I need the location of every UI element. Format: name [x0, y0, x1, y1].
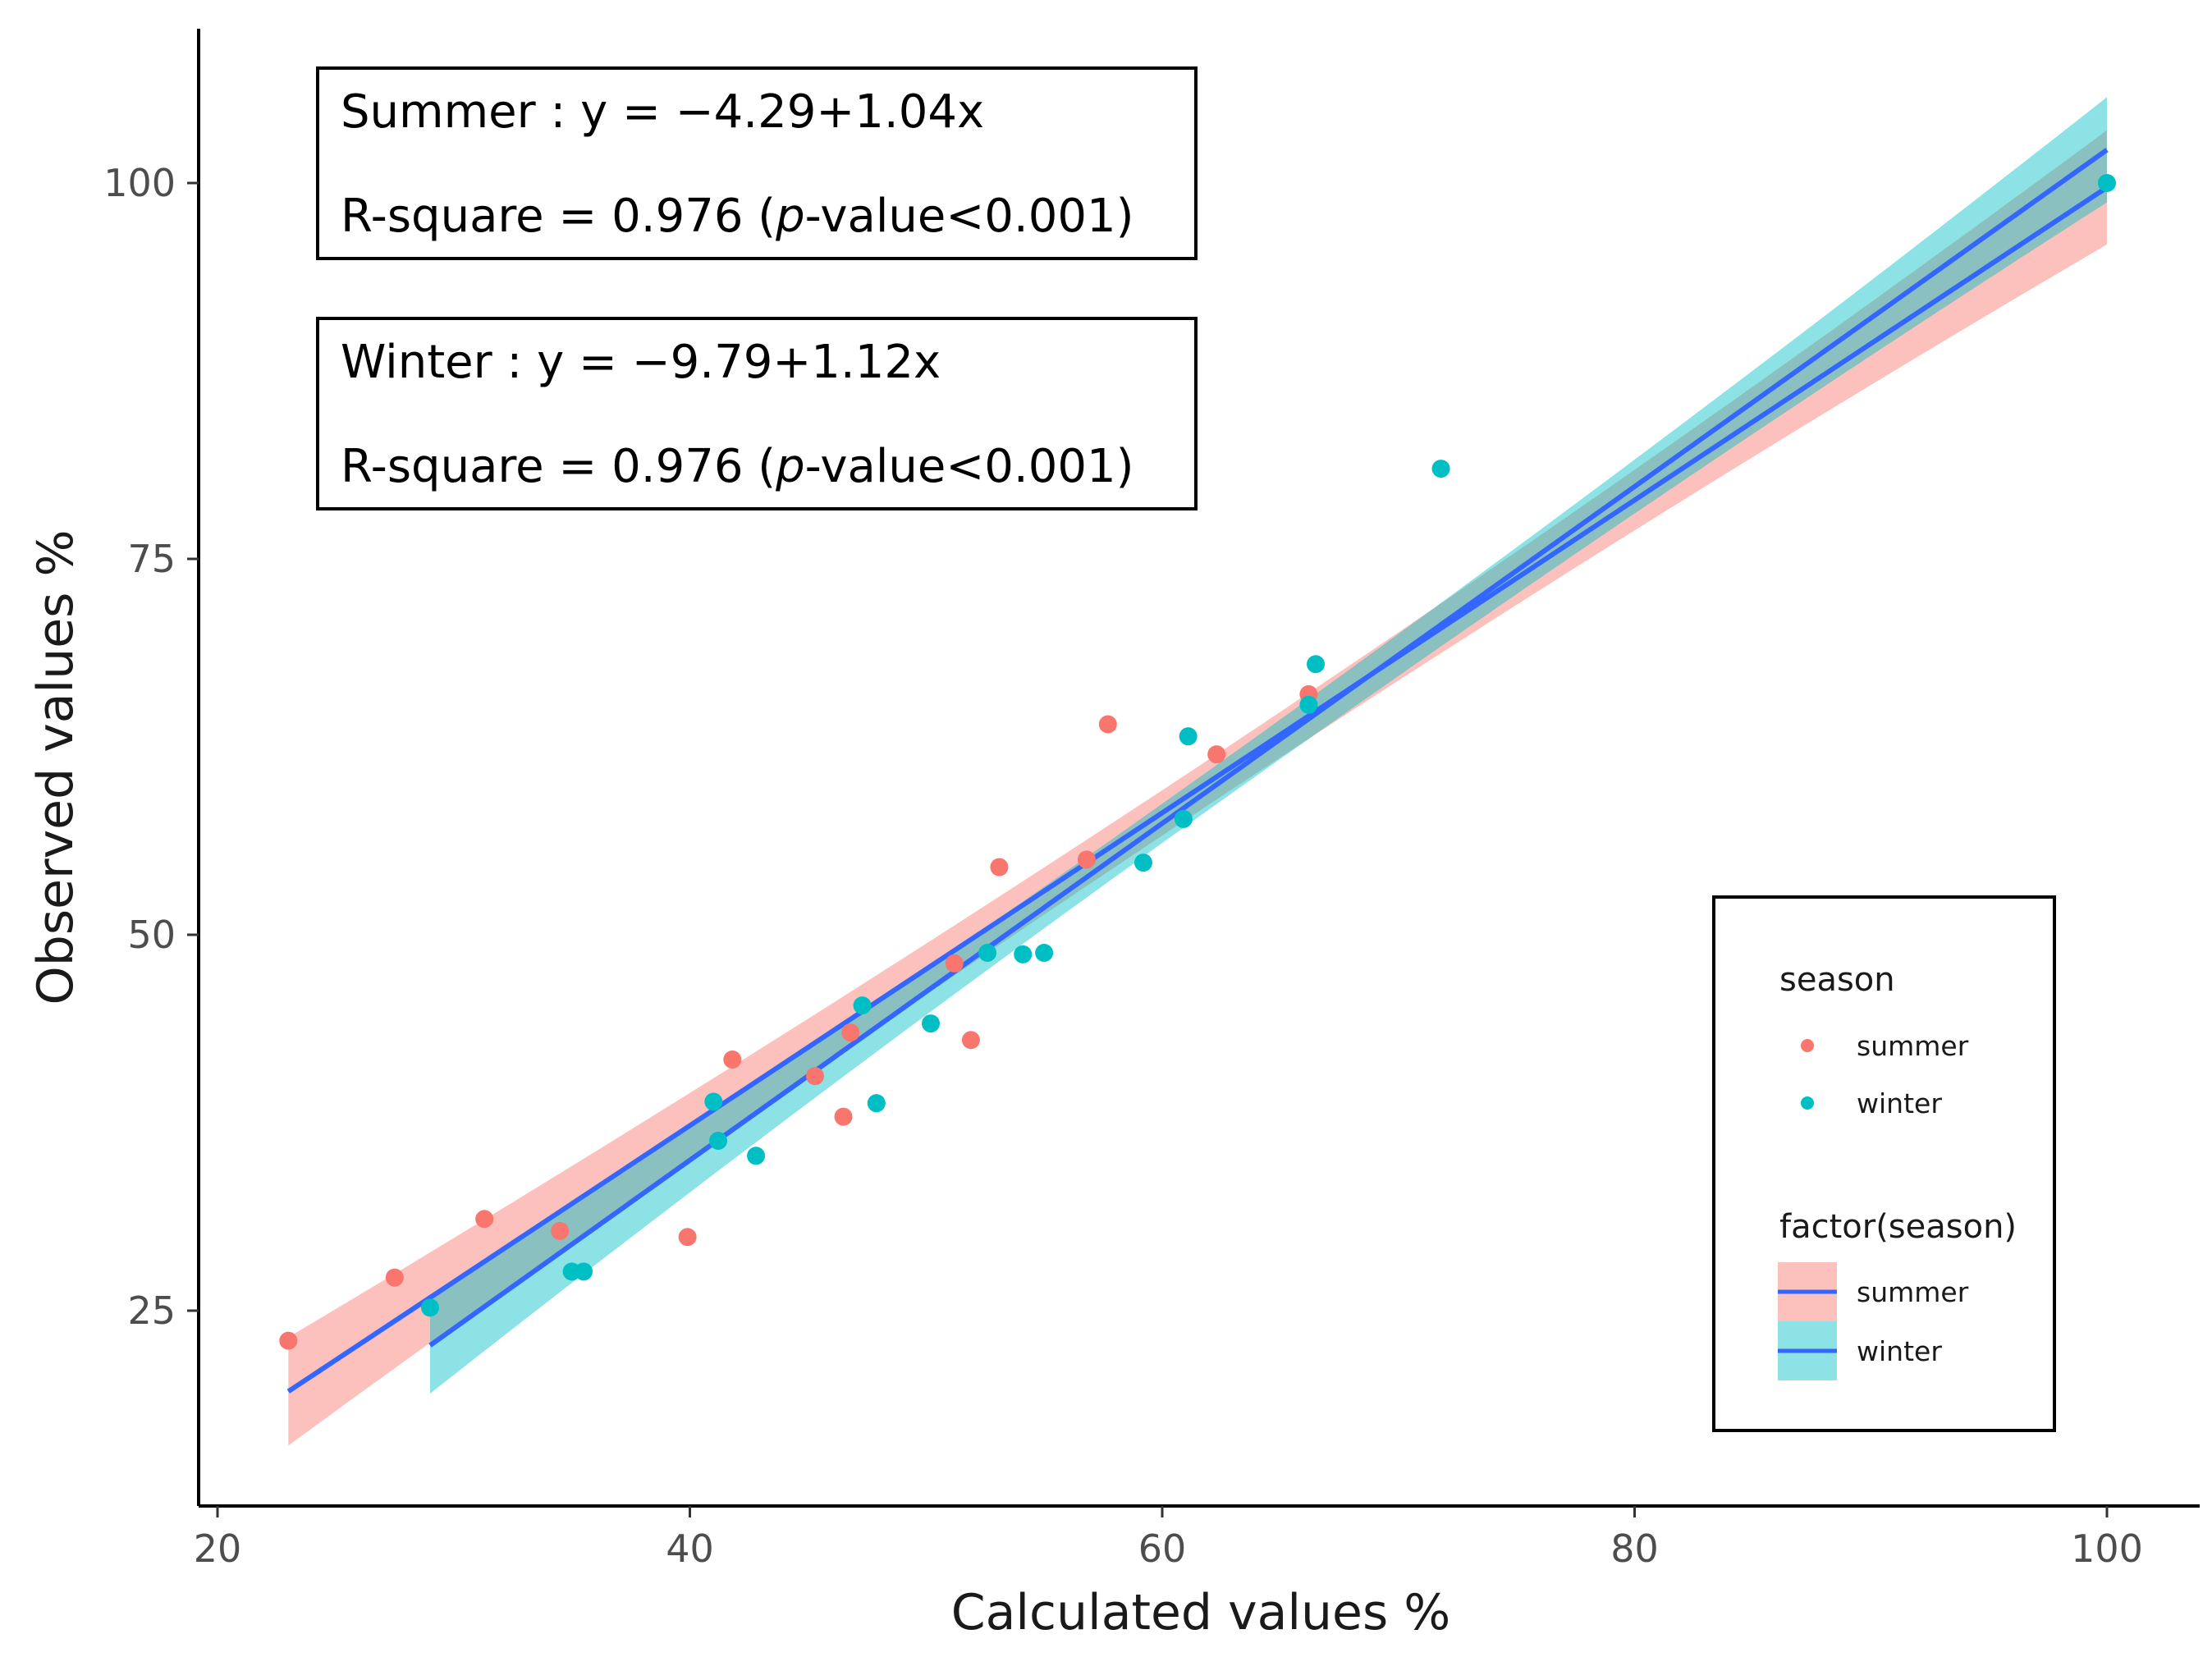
y-tick-label: 100: [103, 161, 176, 205]
legend: season summer winter factor(season) summ…: [1712, 895, 2056, 1432]
winter-data-point: [1307, 655, 1326, 674]
legend-summer-point-label: summer: [1857, 1030, 1969, 1062]
summer-data-point: [806, 1067, 825, 1086]
winter-data-point: [1431, 460, 1450, 478]
x-tick-label: 80: [1610, 1527, 1659, 1571]
y-axis-title: Observed values %: [27, 530, 85, 1005]
legend-fit-title: factor(season): [1779, 1208, 2017, 1246]
summer-data-point: [990, 858, 1009, 877]
legend-summer-point: [1801, 1039, 1814, 1052]
summer-data-point: [1207, 745, 1226, 764]
summer-data-point: [475, 1210, 494, 1229]
summer-equation: Summer : y = −4.29+1.04x: [341, 85, 984, 139]
legend-points-title: season: [1779, 961, 1895, 999]
x-axis-ticks: 20 40 60 80 100: [194, 1506, 2143, 1571]
summer-data-point: [961, 1031, 980, 1050]
summer-data-point: [945, 954, 964, 973]
winter-data-point: [922, 1014, 941, 1033]
winter-data-point: [1014, 945, 1033, 964]
winter-data-point: [1035, 943, 1054, 962]
winter-data-point: [420, 1298, 439, 1317]
summer-equation-box: Summer : y = −4.29+1.04x R-square = 0.97…: [316, 66, 1198, 260]
x-tick-label: 20: [194, 1527, 242, 1571]
winter-data-point: [1133, 854, 1152, 872]
winter-equation-box: Winter : y = −9.79+1.12x R-square = 0.97…: [316, 317, 1198, 510]
winter-data-point: [867, 1094, 886, 1113]
summer-data-point: [834, 1107, 853, 1126]
summer-data-point: [1077, 850, 1096, 869]
summer-data-point: [723, 1051, 742, 1069]
summer-data-point: [279, 1331, 298, 1350]
winter-data-point: [1299, 695, 1318, 714]
winter-data-point: [978, 943, 997, 962]
summer-regression-line: [286, 185, 2109, 1394]
summer-data-point: [1098, 715, 1117, 734]
summer-data-point: [841, 1023, 860, 1042]
x-axis-title: Calculated values %: [951, 1584, 1451, 1641]
summer-data-point: [385, 1268, 404, 1287]
y-tick-label: 50: [127, 913, 176, 957]
legend-winter-point: [1801, 1096, 1814, 1110]
winter-data-point: [1179, 727, 1198, 746]
y-axis-ticks: 25 50 75 100: [103, 161, 199, 1333]
x-tick-label: 60: [1138, 1527, 1187, 1571]
data-points: [279, 174, 2116, 1350]
summer-data-point: [551, 1221, 570, 1240]
summer-r-square: R-square = 0.976 (p-value<0.001): [341, 190, 1133, 243]
legend-winter-fit-label: winter: [1857, 1335, 1942, 1367]
winter-data-point: [747, 1147, 766, 1165]
x-tick-label: 100: [2071, 1527, 2143, 1571]
y-tick-label: 75: [127, 537, 176, 581]
y-tick-label: 25: [127, 1289, 176, 1333]
winter-data-point: [2098, 174, 2116, 192]
winter-data-point: [575, 1262, 593, 1281]
summer-data-point: [678, 1228, 697, 1247]
winter-equation: Winter : y = −9.79+1.12x: [341, 336, 941, 389]
legend-winter-point-label: winter: [1857, 1087, 1942, 1119]
x-tick-label: 40: [666, 1527, 714, 1571]
legend-summer-fit-label: summer: [1857, 1276, 1969, 1308]
winter-data-point: [1174, 809, 1193, 828]
regression-lines: [286, 148, 2109, 1394]
winter-regression-line: [428, 148, 2109, 1348]
winter-r-square: R-square = 0.976 (p-value<0.001): [341, 440, 1133, 493]
winter-data-point: [853, 996, 872, 1015]
winter-data-point: [704, 1092, 723, 1111]
winter-data-point: [709, 1131, 728, 1150]
